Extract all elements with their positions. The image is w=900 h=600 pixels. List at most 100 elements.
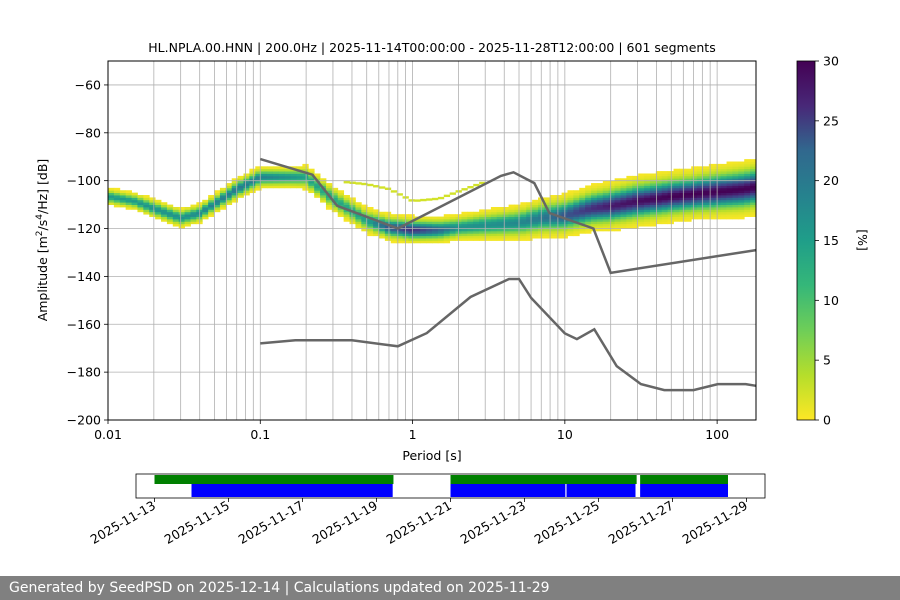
density-cell [108, 202, 115, 205]
density-cell [485, 228, 492, 232]
density-cell [714, 197, 722, 201]
density-cell [261, 171, 268, 174]
footer-bar: Generated by SeedPSD on 2025-12-14 | Cal… [0, 576, 900, 600]
density-cell [520, 216, 527, 220]
density-cell [697, 209, 704, 213]
density-cell [596, 216, 604, 220]
density-cell [231, 197, 238, 201]
density-cell [490, 218, 498, 222]
density-cell [685, 187, 692, 191]
density-cell [720, 214, 727, 217]
density-cell [685, 168, 692, 172]
density-cell [261, 178, 268, 182]
density-cell [437, 230, 445, 234]
density-cell [414, 230, 421, 234]
density-cell [702, 197, 710, 201]
density-cell [390, 233, 398, 237]
density-cell [744, 199, 751, 203]
density-cell [750, 161, 757, 165]
density-cell [502, 206, 509, 210]
density-cell [437, 216, 445, 220]
density-cell [184, 221, 191, 225]
density-cell [184, 211, 191, 215]
density-cell [632, 218, 639, 222]
density-cell [420, 230, 427, 234]
density-cell [555, 202, 562, 205]
density-cell [602, 199, 610, 203]
density-cell [308, 178, 315, 182]
density-cell [343, 209, 350, 213]
density-cell [649, 204, 657, 208]
density-cell [479, 223, 486, 227]
density-cell [573, 209, 580, 213]
density-cell [461, 223, 468, 227]
density-cell [673, 214, 680, 217]
density-cell [673, 185, 680, 189]
density-cell [685, 190, 692, 194]
density-cell [679, 195, 686, 198]
density-cell [384, 211, 392, 215]
density-cell [697, 190, 704, 194]
density-cell [378, 218, 386, 222]
density-cell [697, 187, 704, 191]
density-cell [685, 173, 692, 177]
density-cell [697, 173, 704, 177]
density-cell [485, 230, 492, 234]
density-cell [343, 195, 350, 198]
density-cell [602, 218, 610, 222]
density-cell [632, 211, 639, 215]
density-cell [614, 216, 621, 220]
density-cell [708, 206, 716, 210]
density-cell [272, 168, 280, 172]
density-cell [302, 166, 309, 170]
density-cell [620, 183, 627, 186]
density-cell [750, 163, 757, 167]
density-cell [644, 214, 651, 217]
density-cell [526, 221, 533, 225]
density-cell [596, 226, 604, 229]
y-tick-label: −180 [67, 365, 101, 380]
density-cell [626, 218, 633, 222]
density-cell [502, 221, 509, 225]
density-cell [208, 211, 215, 215]
density-cell [644, 178, 651, 182]
density-cell [302, 168, 309, 172]
density-cell [644, 197, 651, 201]
density-cell [573, 228, 580, 232]
density-cell [720, 190, 727, 194]
density-cell [261, 168, 268, 172]
density-cell [579, 228, 586, 232]
density-cell [520, 214, 527, 217]
density-cell [384, 216, 392, 220]
density-cell [178, 209, 185, 213]
density-cell [143, 195, 150, 198]
density-cell [290, 171, 297, 174]
density-cell [414, 223, 421, 227]
density-cell [720, 187, 727, 191]
density-cell [726, 175, 733, 179]
density-cell [237, 190, 244, 194]
density-cell [549, 199, 557, 203]
data-available-segment [154, 475, 394, 484]
density-cell [420, 218, 427, 222]
density-cell [331, 197, 339, 201]
density-cell [432, 223, 439, 227]
density-cell [732, 192, 739, 196]
density-cell [532, 223, 539, 227]
density-cell [661, 187, 669, 191]
density-cell [661, 221, 669, 225]
density-cell [679, 216, 686, 220]
density-cell [396, 221, 403, 225]
density-cell [514, 216, 521, 220]
density-cell [738, 216, 745, 220]
density-cell [243, 180, 250, 184]
density-cell [702, 180, 710, 184]
density-cell [255, 180, 262, 184]
density-cell [591, 192, 598, 196]
density-cell [337, 195, 345, 198]
density-cell [750, 159, 757, 162]
density-cell [691, 197, 698, 201]
density-cell [691, 175, 698, 179]
density-cell [714, 166, 722, 170]
density-cell [655, 199, 663, 203]
